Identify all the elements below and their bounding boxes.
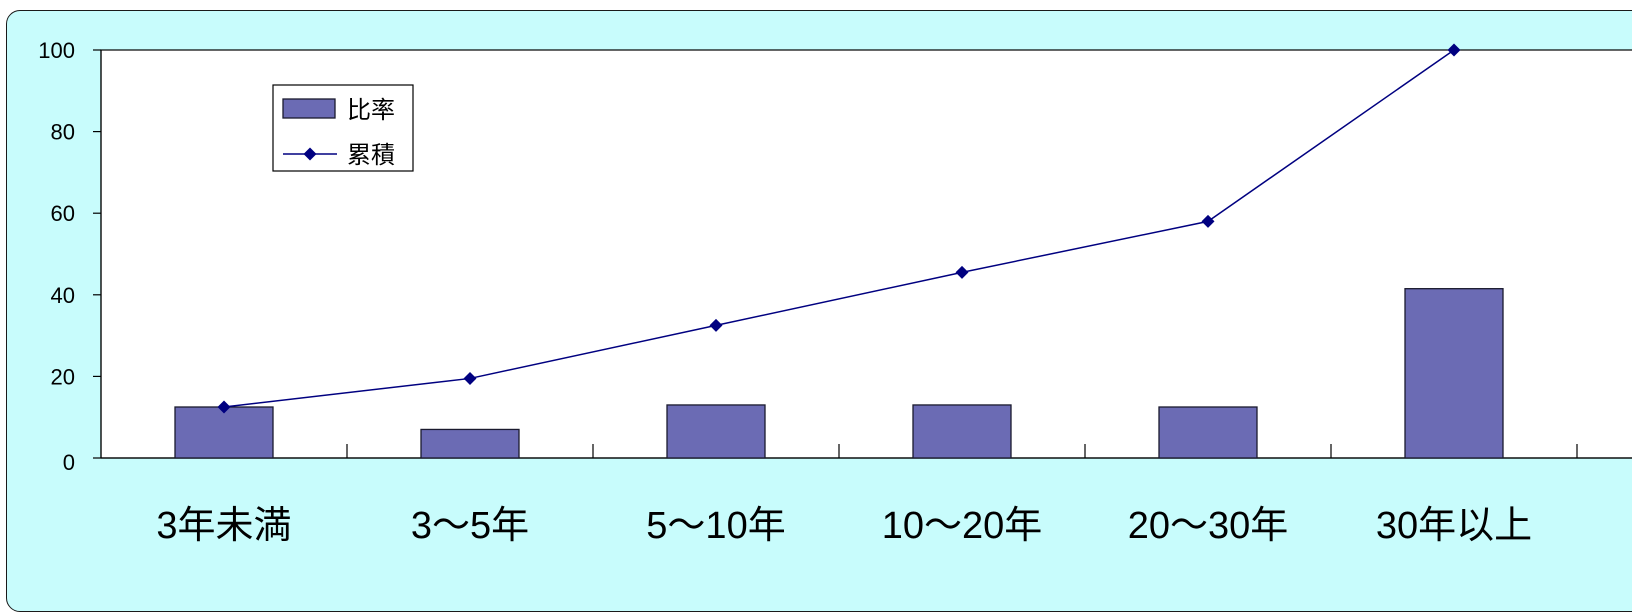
legend-label: 累積 [347,141,395,169]
x-tick-label: 30年以上 [1376,505,1532,547]
y-tick-label: 20 [51,364,75,389]
y-tick-label: 80 [51,120,75,145]
chart-canvas: 0 20 40 60 80 100 3年未満 3〜5年 5〜10年 10〜20年 20〜30年 30… [38,38,1632,547]
bar [666,404,766,459]
y-tick-label: 60 [51,201,75,226]
legend-bar-swatch [282,98,336,119]
line-series [217,43,1461,414]
y-tick-label: 40 [51,283,75,308]
line-point [217,400,231,414]
y-axis: 0 20 40 60 80 100 [38,38,102,475]
bar [912,404,1012,459]
y-tick-label: 100 [38,38,75,63]
cumulative-line [223,49,1455,408]
bar [174,406,274,459]
bar [1404,288,1504,459]
line-point [1447,43,1461,57]
bar-series [174,288,1504,459]
legend-label: 比率 [347,96,395,124]
line-point [1201,214,1215,228]
bar [420,428,520,459]
x-tick-label: 20〜30年 [1128,505,1289,547]
x-tick-label: 5〜10年 [646,505,785,547]
line-point [463,371,477,385]
line-point [709,318,723,332]
bar [1158,406,1258,459]
x-tick-label: 3年未満 [156,505,291,547]
line-point [955,265,969,279]
x-axis: 3年未満 3〜5年 5〜10年 10〜20年 20〜30年 30年以上 [101,444,1632,547]
x-tick-label: 10〜20年 [882,505,1043,547]
x-tick-label: 3〜5年 [411,505,529,547]
y-tick-label: 0 [63,450,75,475]
legend-line-marker [303,147,317,161]
